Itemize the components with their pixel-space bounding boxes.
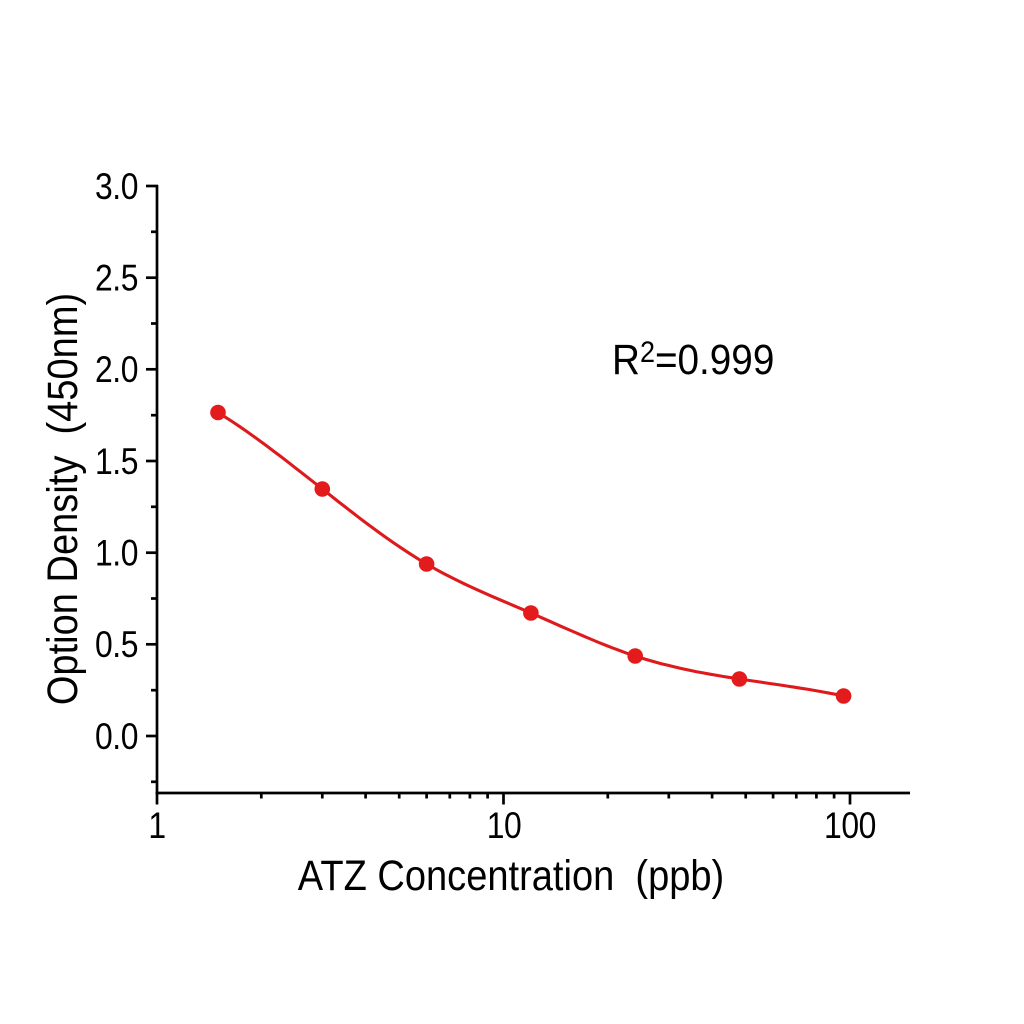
- svg-text:1.5: 1.5: [95, 440, 138, 482]
- svg-text:1: 1: [148, 805, 165, 847]
- svg-text:0.5: 0.5: [95, 624, 138, 666]
- svg-text:2.5: 2.5: [95, 257, 138, 299]
- svg-text:R2=0.999: R2=0.999: [612, 335, 774, 383]
- svg-text:3.0: 3.0: [95, 165, 138, 207]
- svg-text:1.0: 1.0: [95, 532, 138, 574]
- svg-text:2.0: 2.0: [95, 349, 138, 391]
- svg-text:10: 10: [487, 805, 522, 847]
- svg-text:100: 100: [824, 805, 876, 847]
- svg-text:0.0: 0.0: [95, 715, 138, 757]
- svg-text:Option Density (450nm): Option Density (450nm): [38, 293, 87, 705]
- svg-text:ATZ Concentration (ppb): ATZ Concentration (ppb): [298, 851, 724, 900]
